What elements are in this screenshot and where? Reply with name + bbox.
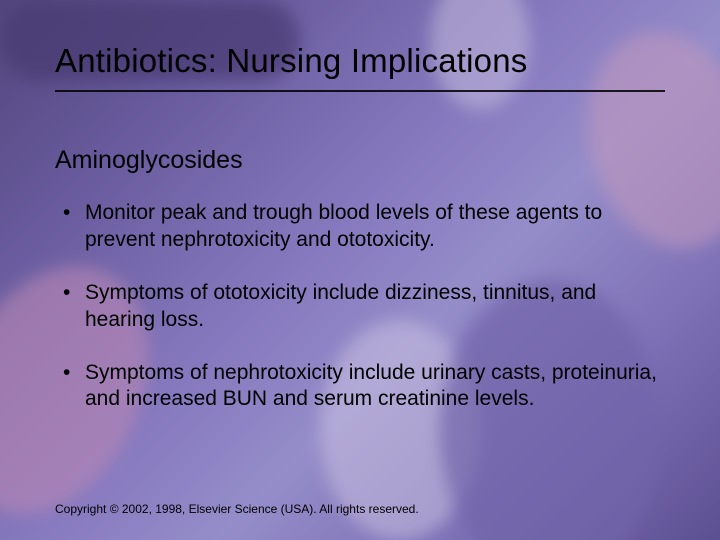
bullet-list: Monitor peak and trough blood levels of … — [55, 200, 665, 413]
slide-title: Antibiotics: Nursing Implications — [55, 42, 665, 92]
slide-subtitle: Aminoglycosides — [55, 146, 243, 175]
slide: Antibiotics: Nursing Implications Aminog… — [0, 0, 720, 540]
bullet-item: Symptoms of nephrotoxicity include urina… — [55, 360, 665, 414]
copyright-text: Copyright © 2002, 1998, Elsevier Science… — [55, 502, 419, 516]
bullet-item: Monitor peak and trough blood levels of … — [55, 200, 665, 254]
bullet-item: Symptoms of ototoxicity include dizzines… — [55, 280, 665, 334]
slide-content: Monitor peak and trough blood levels of … — [55, 200, 665, 439]
